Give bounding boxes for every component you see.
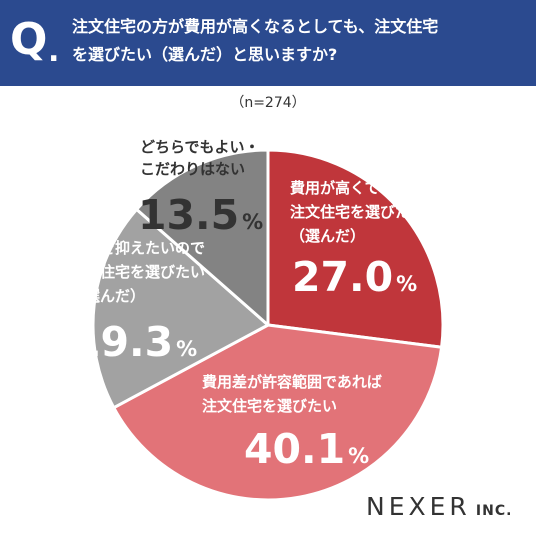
- question-text: 注文住宅の方が費用が高くなるとしても、注文住宅 を選びたい（選んだ）と思いますか…: [72, 13, 528, 69]
- slice-value-4: 13.5%: [138, 191, 263, 239]
- slice-value-1: 27.0%: [292, 253, 417, 301]
- question-line-1: 注文住宅の方が費用が高くなるとしても、注文住宅: [72, 17, 439, 36]
- slice-value-unit-2: %: [348, 444, 369, 468]
- slice-label-1-line-2: 注文住宅を選びたい: [290, 203, 425, 221]
- slice-value-unit-1: %: [396, 272, 417, 296]
- question-banner: Q . 注文住宅の方が費用が高くなるとしても、注文住宅 を選びたい（選んだ）と思…: [0, 0, 536, 86]
- slice-value-unit-3: %: [176, 337, 197, 361]
- sample-size-label: （n=274）: [230, 95, 306, 111]
- pie-slice-3: [91, 207, 270, 410]
- slice-value-number-4: 13.5: [138, 191, 239, 239]
- question-line-2: を選びたい（選んだ）と思いますか?: [72, 45, 338, 64]
- company-logo: NEXER INC.: [366, 492, 512, 521]
- slice-label-2-line-2: 注文住宅を選びたい: [202, 397, 337, 415]
- slice-label-4-line-2: こだわりはない: [140, 160, 245, 178]
- pie-slice-1: [266, 148, 445, 349]
- slice-label-3-line-2: 建売住宅を選びたい: [70, 263, 205, 281]
- slice-label-2-line-1: 費用差が許容範囲であれば: [202, 373, 382, 391]
- slice-value-2: 40.1%: [244, 425, 369, 473]
- slice-label-3-line-3: （選んだ）: [70, 287, 145, 305]
- slice-value-number-1: 27.0: [292, 253, 393, 301]
- slice-label-4-line-1: どちらでもよい・: [140, 138, 260, 156]
- question-q-dot: .: [48, 34, 60, 69]
- slice-value-unit-4: %: [242, 210, 263, 234]
- pie-slice-4: [135, 148, 270, 327]
- slice-label-group-4: どちらでもよい・こだわりはない 13.5%: [138, 138, 263, 239]
- slice-label-1-line-3: （選んだ）: [290, 227, 365, 245]
- slice-label-3-line-1: 費用を抑えたいので: [70, 239, 205, 257]
- slice-value-number-2: 40.1: [244, 425, 345, 473]
- slice-value-number-3: 19.3: [72, 318, 173, 366]
- question-q-mark: Q: [10, 14, 48, 65]
- company-logo-name: NEXER: [366, 492, 471, 521]
- pie-slice-2: [112, 323, 444, 502]
- company-logo-suffix: INC.: [475, 503, 513, 519]
- slice-label-1-line-1: 費用が高くても: [290, 179, 394, 197]
- slice-value-3: 19.3%: [72, 318, 197, 366]
